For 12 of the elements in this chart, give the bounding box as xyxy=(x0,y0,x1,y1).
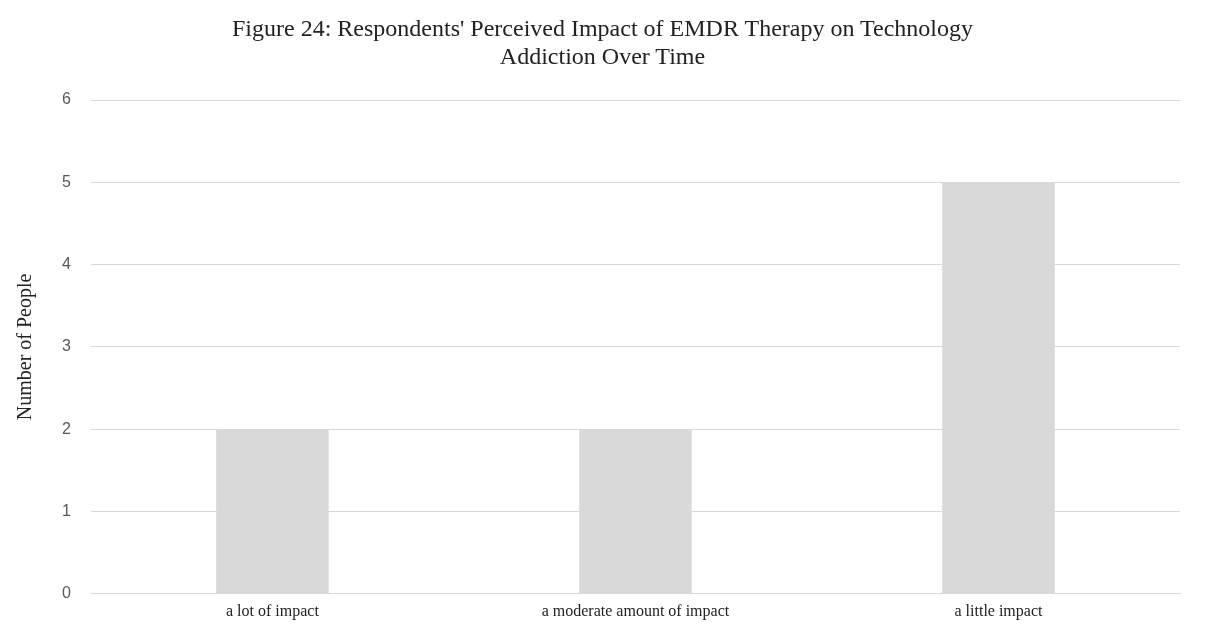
y-tick-label: 0 xyxy=(61,584,71,602)
y-tick-label: 6 xyxy=(61,90,71,108)
x-tick-label: a moderate amount of impact xyxy=(541,601,730,620)
x-tick-label: a lot of impact xyxy=(225,601,320,620)
x-tick-label: a little impact xyxy=(954,601,1044,620)
y-tick-label: 1 xyxy=(61,501,71,519)
y-axis-title: Number of People xyxy=(13,273,37,421)
y-tick-label: 3 xyxy=(61,337,71,355)
y-tick-label: 5 xyxy=(61,172,71,190)
chart-title: Figure 24: Respondents' Perceived Impact of EMDR Therapy on Technology Addiction Over Time xyxy=(231,14,974,70)
y-tick-label: 4 xyxy=(61,255,71,273)
y-tick-label: 2 xyxy=(61,419,71,437)
